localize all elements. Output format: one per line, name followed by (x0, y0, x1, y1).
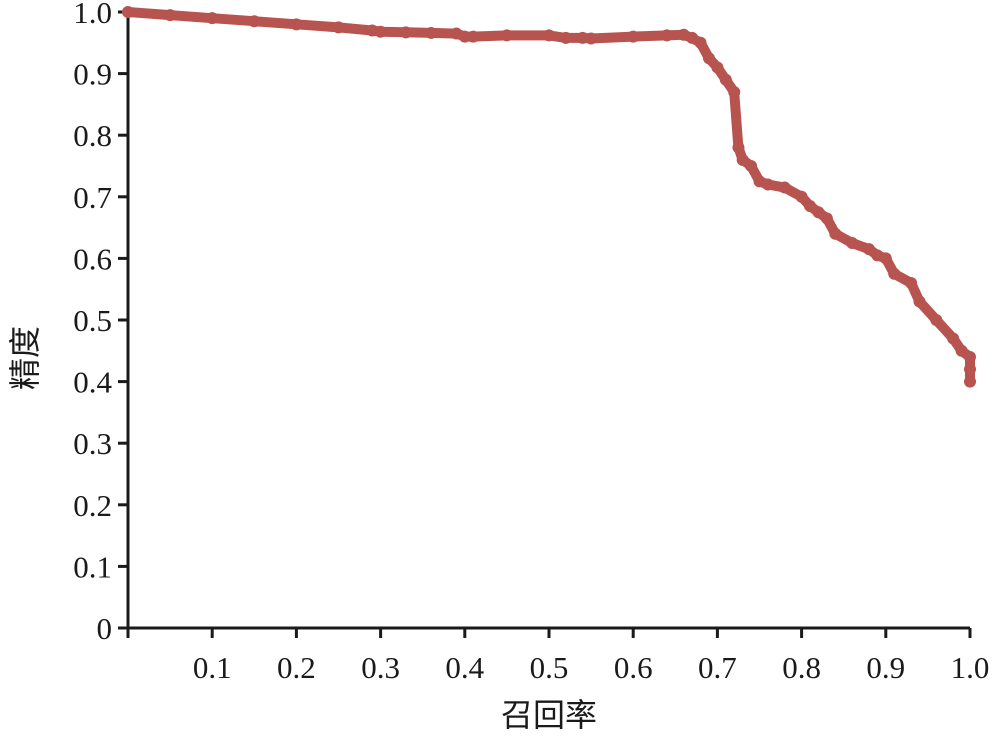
data-point (694, 36, 707, 49)
axes (126, 12, 970, 630)
data-point (761, 178, 774, 191)
data-point (399, 26, 412, 39)
x-tick-label: 0.5 (530, 650, 569, 685)
data-point (122, 6, 134, 18)
data-point (964, 350, 976, 363)
data-point (500, 29, 513, 42)
data-point (248, 15, 261, 28)
data-point (745, 160, 758, 172)
x-tick-label: 0.8 (782, 650, 821, 685)
x-tick-label: 0.6 (614, 650, 653, 685)
y-tick-label: 0.1 (73, 549, 112, 584)
data-point (332, 21, 345, 34)
y-tick-label: 1.0 (73, 0, 112, 30)
y-tick-label: 0.5 (73, 303, 112, 338)
y-tick-label: 0.2 (73, 488, 112, 523)
data-point (964, 375, 976, 388)
data-point (206, 12, 219, 25)
y-axis-title: 精度 (7, 326, 43, 390)
data-point (829, 227, 842, 240)
data-point (711, 61, 724, 74)
data-point (930, 314, 943, 326)
data-point (955, 344, 968, 357)
data-point (812, 206, 825, 219)
x-axis-title: 召回率 (501, 697, 597, 733)
data-point (702, 52, 715, 65)
data-point (820, 212, 833, 225)
y-tick-label: 0.4 (73, 365, 112, 400)
data-point (627, 30, 640, 43)
y-tick-label: 0.9 (73, 57, 112, 92)
data-point (862, 243, 875, 256)
data-point (888, 267, 901, 280)
data-point (660, 29, 673, 42)
series (122, 6, 976, 388)
y-tick-label: 0 (97, 611, 113, 646)
x-tick-label: 1.0 (951, 650, 990, 685)
x-tick-label: 0.3 (361, 650, 400, 685)
data-point (467, 30, 480, 43)
series-line (123, 7, 975, 387)
data-point (164, 9, 177, 22)
data-point (879, 252, 892, 265)
data-point (804, 200, 817, 213)
y-tick-label: 0.8 (73, 118, 112, 153)
data-point (585, 32, 598, 45)
data-point (425, 26, 438, 39)
x-tick-label: 0.7 (698, 650, 737, 685)
data-point (719, 73, 732, 86)
ticks: 0 0.1 0.2 0.3 0.4 0.5 0.6 0.7 0.8 0.9 1.0 0.1 0.2 0.3… (73, 0, 989, 685)
data-point (732, 141, 745, 154)
data-point (559, 31, 572, 44)
data-point (728, 86, 741, 99)
x-tick-label: 0.2 (277, 650, 316, 685)
data-point (778, 181, 791, 194)
y-tick-label: 0.6 (73, 241, 112, 276)
data-point (905, 277, 918, 290)
data-point (543, 29, 555, 42)
x-tick-label: 0.9 (866, 650, 905, 685)
data-point (964, 363, 976, 376)
data-point (374, 25, 387, 38)
data-point (846, 237, 859, 249)
data-point (913, 295, 926, 308)
data-point (290, 18, 303, 31)
y-tick-label: 0.3 (73, 426, 112, 461)
y-tick-label: 0.7 (73, 180, 112, 215)
data-point (947, 332, 960, 345)
x-tick-label: 0.1 (193, 650, 232, 685)
x-tick-label: 0.4 (445, 650, 484, 685)
data-point (736, 153, 749, 166)
data-point (458, 30, 471, 43)
data-point (795, 190, 808, 203)
